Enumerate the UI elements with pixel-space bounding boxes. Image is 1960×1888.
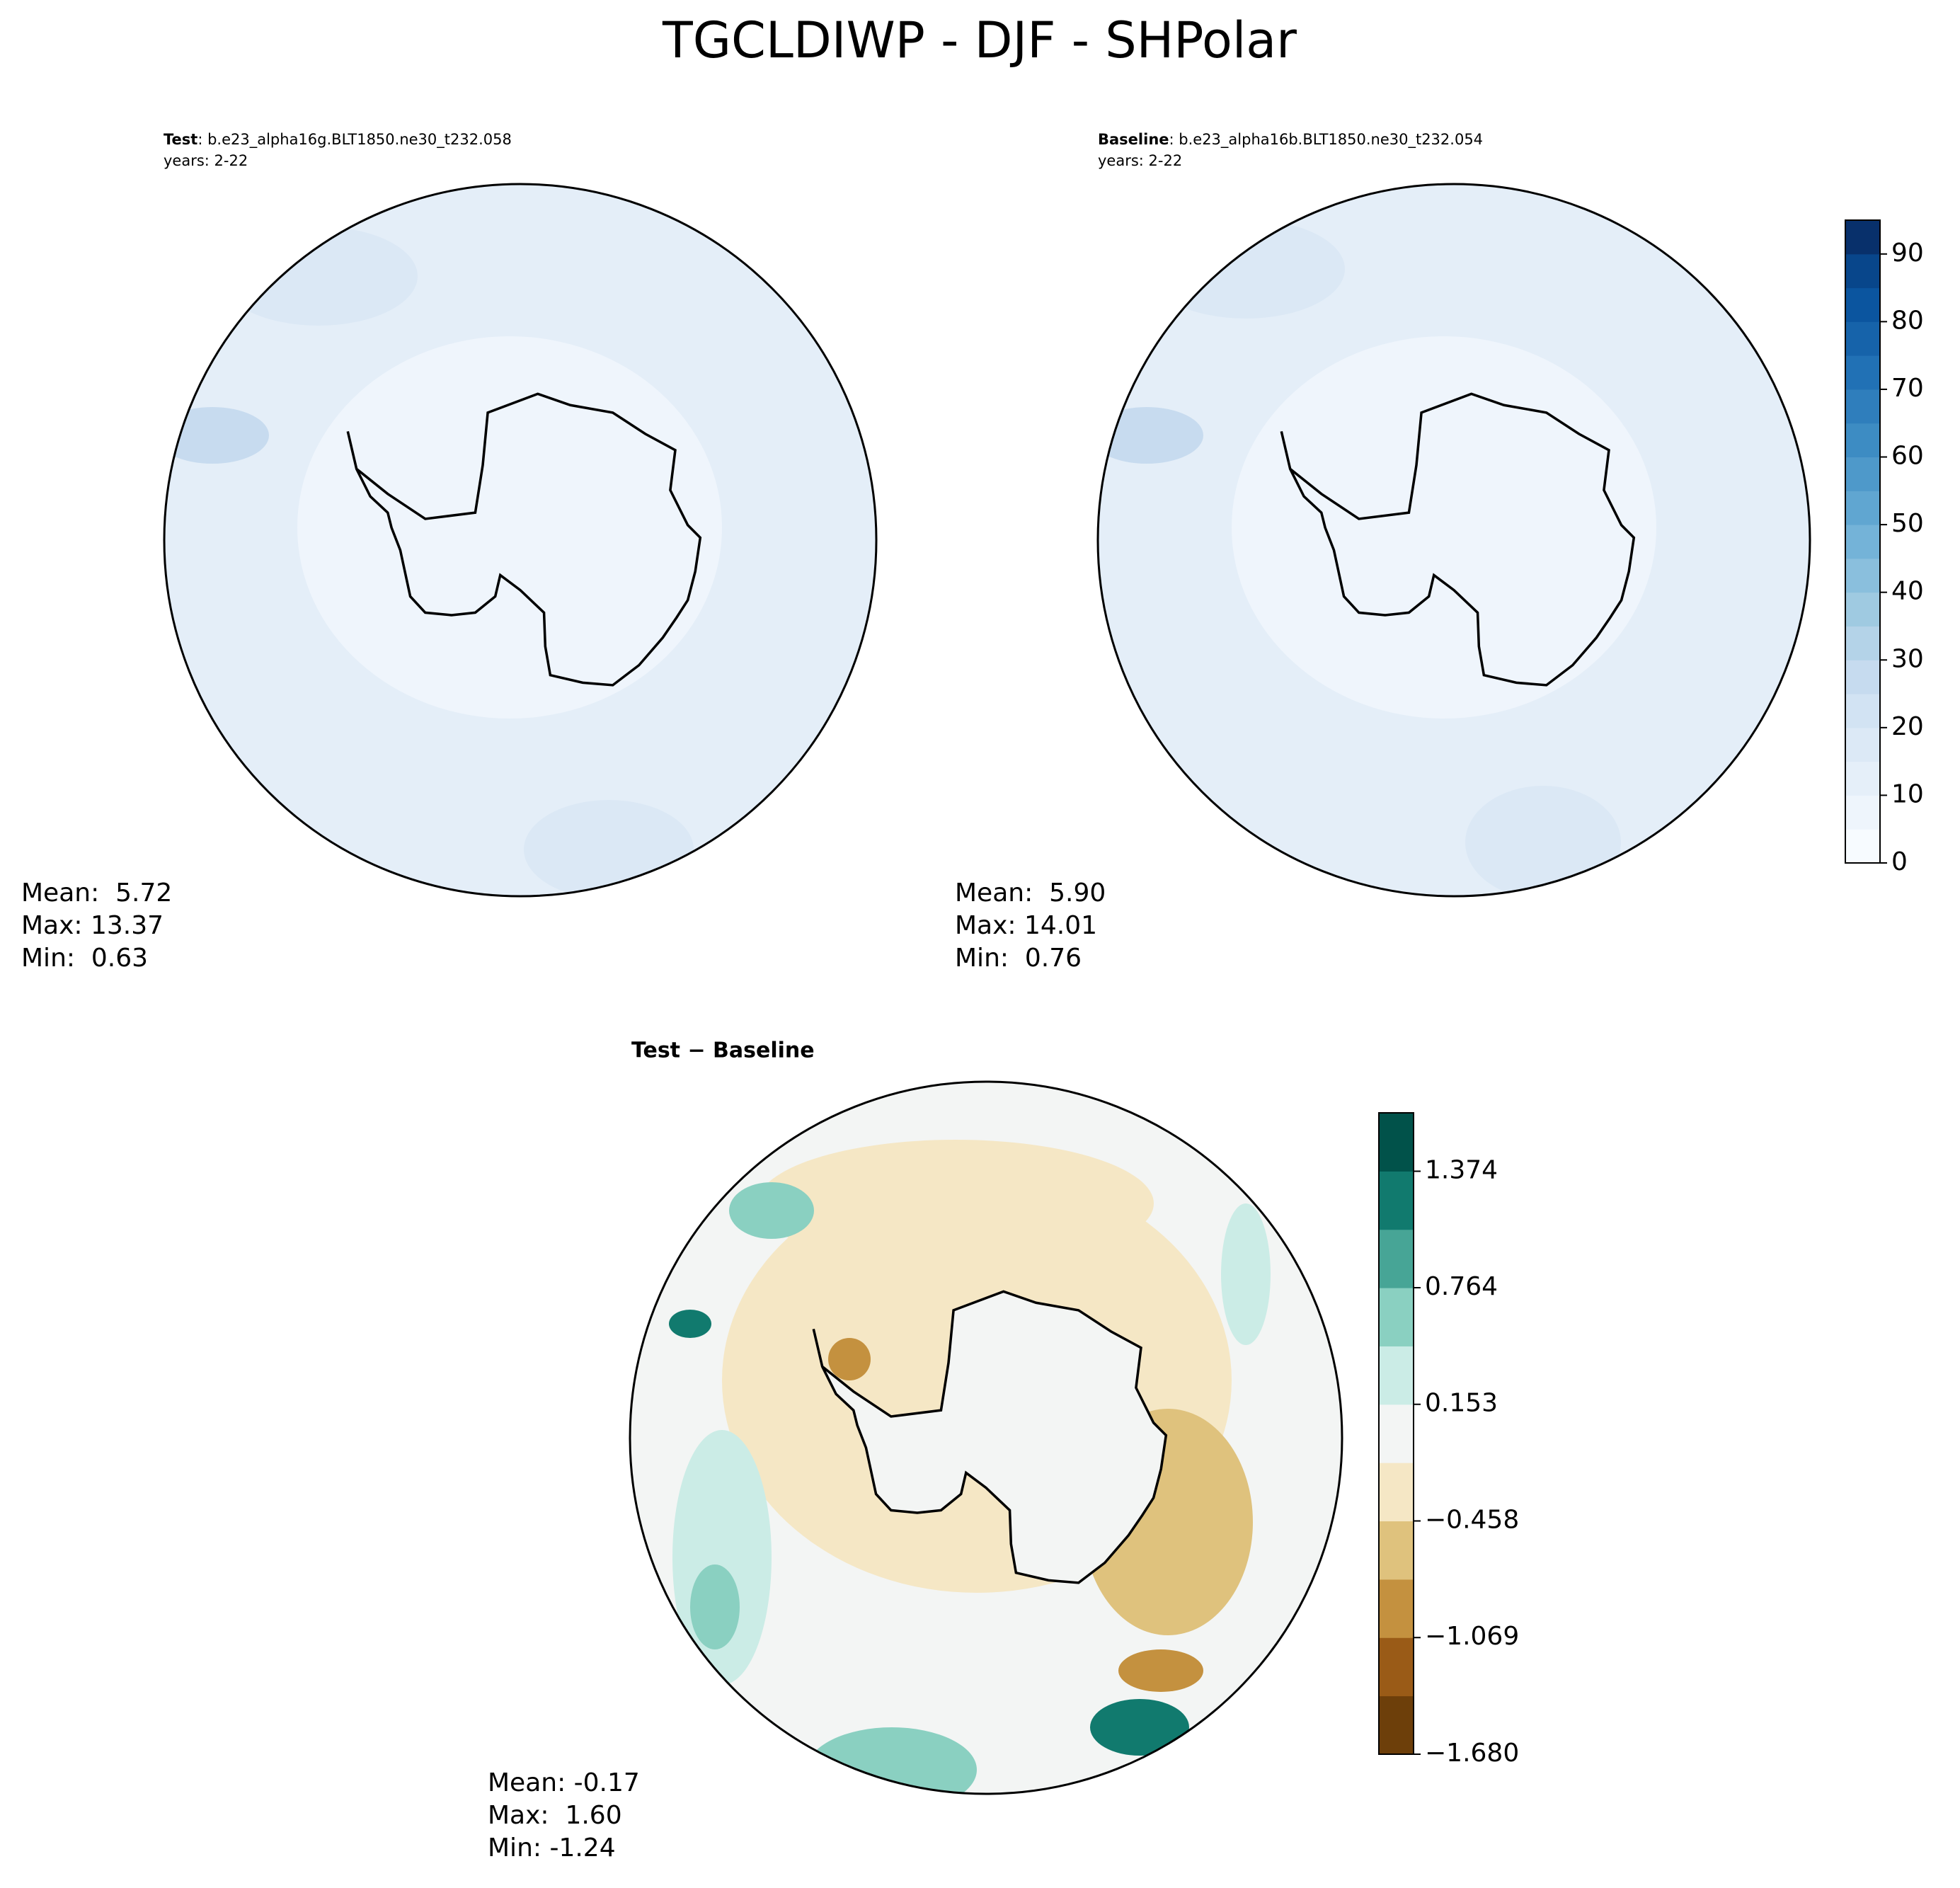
colorbar-tick-label: 80 xyxy=(1891,306,1924,335)
colorbar-tick-label: 70 xyxy=(1891,374,1924,403)
colorbar-tick-label: 60 xyxy=(1891,442,1924,471)
colorbar-tick-label: 40 xyxy=(1891,577,1924,606)
colorbar-band xyxy=(1845,660,1880,694)
panel-label: Test: b.e23_alpha16g.BLT1850.ne30_t232.0… xyxy=(164,131,512,149)
colorbar-band xyxy=(1379,1695,1414,1755)
figure-title: TGCLDIWP - DJF - SHPolar xyxy=(662,11,1297,69)
colorbar-tick-label: −0.458 xyxy=(1425,1505,1519,1534)
stat: Min: -1.24 xyxy=(488,1833,616,1863)
colorbar-frame xyxy=(1378,1112,1414,1755)
colorbar-band xyxy=(1845,457,1880,491)
map-border xyxy=(629,1080,1343,1795)
colorbar-band xyxy=(1845,761,1880,796)
stat: Mean: 5.90 xyxy=(955,879,1106,908)
colorbar-band xyxy=(1845,829,1880,864)
stat: Mean: -0.17 xyxy=(488,1768,640,1797)
colorbar-band xyxy=(1845,389,1880,424)
stat: Min: 0.76 xyxy=(955,944,1082,973)
colorbar-band xyxy=(1845,727,1880,762)
map-border xyxy=(163,183,878,898)
colorbar-band xyxy=(1845,694,1880,728)
stat: Max: 14.01 xyxy=(955,911,1097,940)
colorbar-tick-label: −1.069 xyxy=(1425,1622,1519,1651)
colorbar-band xyxy=(1845,626,1880,660)
panel-name: Test xyxy=(164,131,197,148)
colorbar-tick-label: −1.680 xyxy=(1425,1739,1519,1768)
panel-years: years: 2-22 xyxy=(1098,152,1182,169)
colorbar-band xyxy=(1379,1171,1414,1230)
map-difference xyxy=(630,1082,1342,1794)
colorbar-band xyxy=(1379,1404,1414,1463)
colorbar-tick-label: 50 xyxy=(1891,509,1924,538)
colorbar-tick-label: 0 xyxy=(1891,847,1908,876)
colorbar-band xyxy=(1845,558,1880,593)
colorbar-band xyxy=(1379,1463,1414,1522)
colorbar-band xyxy=(1845,795,1880,830)
colorbar-band xyxy=(1845,220,1880,255)
colorbar-band xyxy=(1845,321,1880,356)
colorbar-tick-label: 20 xyxy=(1891,712,1924,741)
stat: Max: 1.60 xyxy=(488,1801,622,1830)
colorbar-band xyxy=(1379,1229,1414,1288)
stat: Min: 0.63 xyxy=(21,944,148,973)
panel-case: : b.e23_alpha16b.BLT1850.ne30_t232.054 xyxy=(1169,131,1484,149)
colorbar-band xyxy=(1845,592,1880,627)
map-border xyxy=(1096,183,1811,898)
stat: Mean: 5.72 xyxy=(21,879,172,908)
colorbar-frame xyxy=(1845,219,1881,864)
colorbar-band xyxy=(1379,1288,1414,1346)
panel-name: Baseline xyxy=(1098,131,1169,148)
colorbar-band xyxy=(1845,423,1880,458)
colorbar-band xyxy=(1379,1579,1414,1638)
colorbar-tick-label: 30 xyxy=(1891,644,1924,673)
map-test xyxy=(164,184,876,896)
colorbar-tick-label: 10 xyxy=(1891,779,1924,808)
colorbar-band xyxy=(1845,491,1880,525)
colorbar-band xyxy=(1845,355,1880,390)
colorbar-band xyxy=(1379,1113,1414,1172)
colorbar-tick-label: 0.153 xyxy=(1425,1389,1498,1418)
panel-label: Baseline: b.e23_alpha16b.BLT1850.ne30_t2… xyxy=(1098,131,1483,149)
colorbar-band xyxy=(1845,253,1880,289)
map-baseline xyxy=(1098,184,1810,896)
colorbar-band xyxy=(1845,525,1880,559)
panel-case: : b.e23_alpha16g.BLT1850.ne30_t232.058 xyxy=(197,131,512,149)
panel-years: years: 2-22 xyxy=(164,152,248,169)
stat: Max: 13.37 xyxy=(21,911,164,940)
colorbar-band xyxy=(1379,1521,1414,1580)
colorbar-tick-label: 0.764 xyxy=(1425,1272,1498,1301)
colorbar-tick-label: 90 xyxy=(1891,239,1924,268)
colorbar-band xyxy=(1845,287,1880,322)
colorbar-tick-label: 1.374 xyxy=(1425,1156,1498,1185)
colorbar-band xyxy=(1379,1346,1414,1405)
panel-title: Test − Baseline xyxy=(631,1039,815,1063)
colorbar-band xyxy=(1379,1637,1414,1697)
